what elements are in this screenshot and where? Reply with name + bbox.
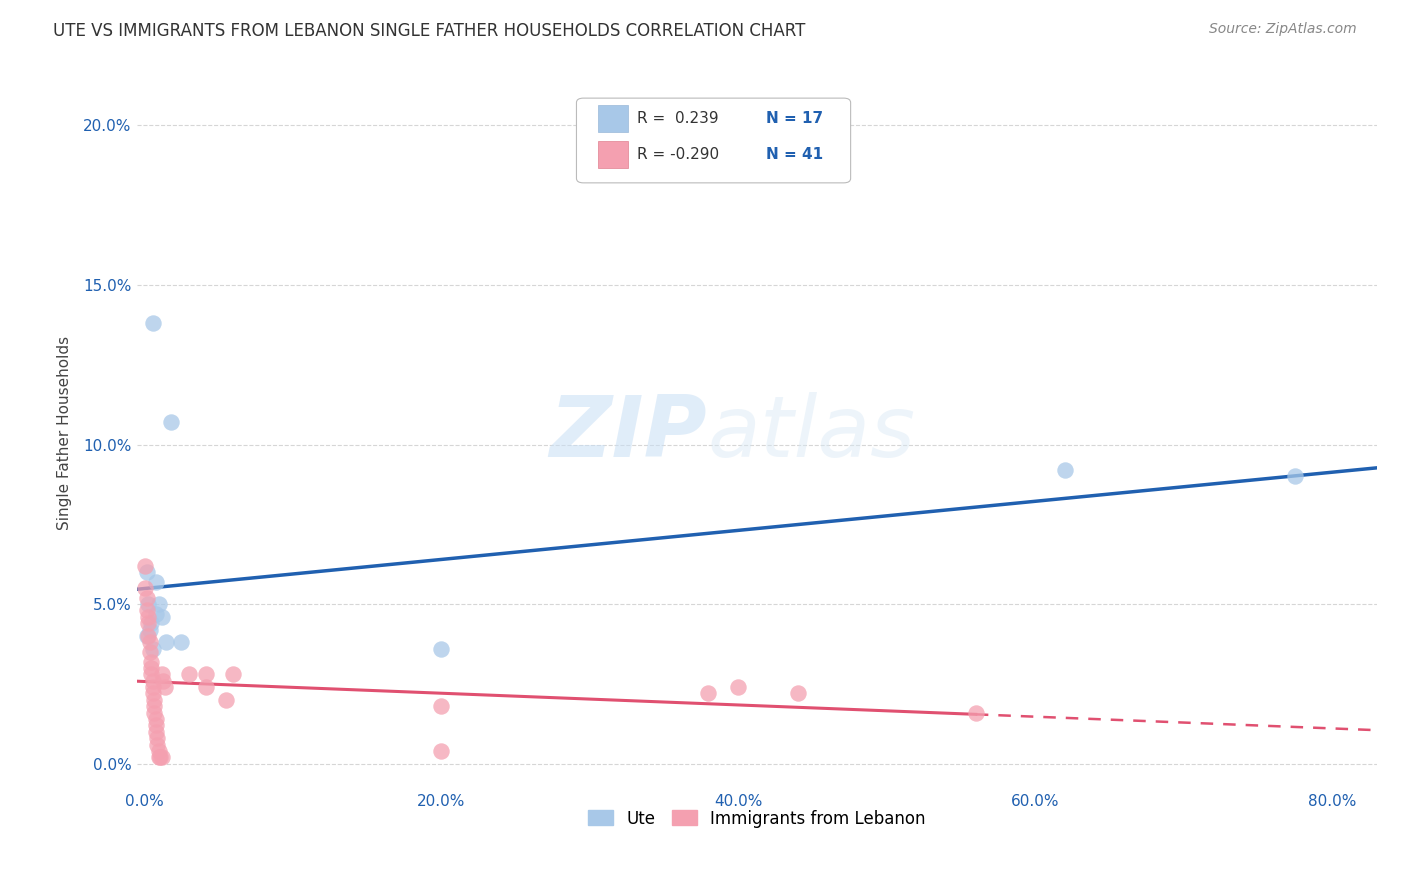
Text: ZIP: ZIP <box>550 392 707 475</box>
Point <box>155 635 177 649</box>
Point <box>148 750 170 764</box>
Point <box>150 667 173 681</box>
Point <box>145 712 167 726</box>
Point <box>150 610 173 624</box>
Point <box>153 680 176 694</box>
Text: atlas: atlas <box>707 392 915 475</box>
Point <box>134 581 156 595</box>
Point <box>1284 469 1306 483</box>
Point <box>697 686 720 700</box>
Point <box>139 623 162 637</box>
Point <box>152 673 174 688</box>
Point <box>135 603 157 617</box>
Legend: Ute, Immigrants from Lebanon: Ute, Immigrants from Lebanon <box>581 803 932 834</box>
Point <box>142 641 165 656</box>
Point <box>149 750 172 764</box>
Point <box>145 574 167 589</box>
Point <box>145 718 167 732</box>
Point <box>148 744 170 758</box>
Point <box>143 699 166 714</box>
Point <box>170 635 193 649</box>
Point <box>965 706 987 720</box>
Point <box>141 667 163 681</box>
Point <box>142 686 165 700</box>
Point <box>159 415 181 429</box>
Point <box>135 591 157 605</box>
Y-axis label: Single Father Households: Single Father Households <box>58 336 72 531</box>
Point <box>134 558 156 573</box>
Point <box>150 750 173 764</box>
Point <box>138 610 160 624</box>
Point <box>195 667 218 681</box>
Text: Source: ZipAtlas.com: Source: ZipAtlas.com <box>1209 22 1357 37</box>
Point <box>145 724 167 739</box>
Point <box>214 693 236 707</box>
Text: UTE VS IMMIGRANTS FROM LEBANON SINGLE FATHER HOUSEHOLDS CORRELATION CHART: UTE VS IMMIGRANTS FROM LEBANON SINGLE FA… <box>53 22 806 40</box>
Point <box>145 607 167 621</box>
Point <box>177 667 200 681</box>
Point <box>148 597 170 611</box>
Text: R = -0.290: R = -0.290 <box>637 147 718 161</box>
Point <box>141 616 163 631</box>
Point <box>142 316 165 330</box>
Text: R =  0.239: R = 0.239 <box>637 112 718 126</box>
Point <box>141 655 163 669</box>
Point <box>138 597 160 611</box>
Point <box>142 673 165 688</box>
Point <box>142 680 165 694</box>
Text: N = 17: N = 17 <box>766 112 824 126</box>
Point <box>135 629 157 643</box>
Point <box>195 680 218 694</box>
Point <box>138 616 160 631</box>
Point <box>143 693 166 707</box>
Point <box>139 645 162 659</box>
Point <box>139 635 162 649</box>
Point <box>143 706 166 720</box>
Point <box>430 744 453 758</box>
Point <box>146 738 169 752</box>
Text: N = 41: N = 41 <box>766 147 824 161</box>
Point <box>430 641 453 656</box>
Point <box>430 699 453 714</box>
Point <box>222 667 245 681</box>
Point <box>727 680 749 694</box>
Point <box>135 565 157 579</box>
Point <box>146 731 169 746</box>
Point <box>138 629 160 643</box>
Point <box>1053 463 1076 477</box>
Point <box>141 661 163 675</box>
Point <box>786 686 808 700</box>
